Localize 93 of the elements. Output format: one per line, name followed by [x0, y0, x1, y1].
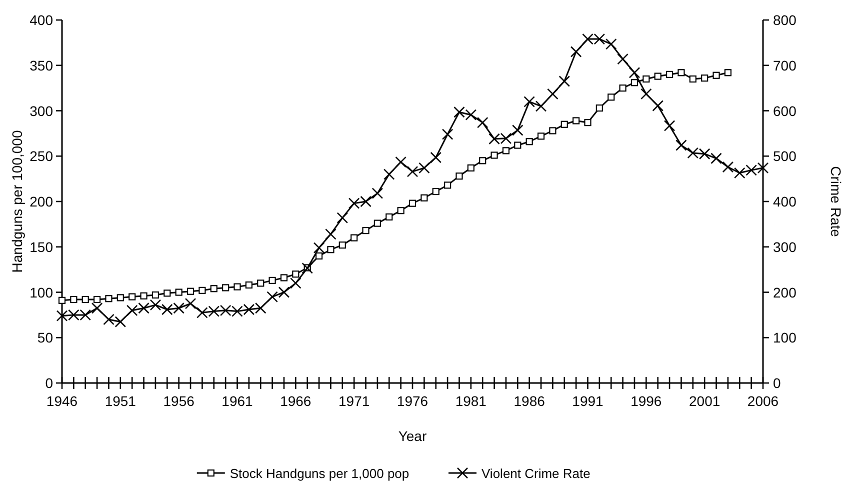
point — [268, 276, 276, 284]
x-tick-label: 1971 — [338, 393, 370, 409]
point — [210, 285, 218, 292]
point — [222, 284, 230, 292]
point — [105, 295, 112, 302]
point — [689, 75, 696, 83]
point — [152, 291, 160, 299]
point — [350, 234, 358, 242]
point — [116, 294, 124, 302]
y2-tick-label: 700 — [773, 57, 797, 74]
point — [608, 94, 615, 101]
point — [526, 138, 533, 146]
point — [630, 79, 638, 86]
point — [654, 72, 662, 80]
point — [82, 296, 89, 304]
point — [140, 292, 148, 300]
point — [58, 296, 66, 304]
y-tick-label: 50 — [37, 330, 54, 346]
x-tick-label: 1961 — [222, 393, 254, 409]
y-tick-label: 350 — [30, 57, 54, 74]
y2-tick-label: 500 — [773, 148, 797, 164]
point — [70, 296, 78, 304]
x-axis-title: Year — [398, 428, 427, 444]
point — [444, 182, 452, 189]
x-tick-label: 1976 — [396, 393, 428, 409]
point — [374, 220, 381, 227]
point — [234, 283, 241, 290]
x-tick-label: 1996 — [630, 393, 662, 409]
point — [315, 252, 323, 260]
x-tick-label: 2001 — [689, 393, 720, 409]
point — [456, 172, 463, 180]
x-tick-label: 1966 — [280, 393, 312, 409]
point — [186, 288, 194, 295]
y-tick-label: 200 — [30, 194, 54, 210]
y2-tick-label: 600 — [773, 102, 797, 119]
y-axis-title: Handguns per 100,000 — [9, 130, 25, 273]
y2-tick-label: 0 — [773, 375, 781, 391]
y2-tick-label: 200 — [773, 284, 797, 300]
point — [678, 69, 685, 76]
x-tick-label: 1946 — [46, 393, 78, 409]
point — [245, 281, 252, 289]
point — [537, 132, 545, 140]
point — [397, 207, 404, 214]
point — [701, 74, 708, 82]
x-tick-label: 1956 — [163, 393, 195, 409]
x-tick-label: 2006 — [747, 393, 779, 409]
point — [619, 84, 626, 92]
point — [94, 296, 101, 304]
point — [490, 152, 498, 159]
point — [642, 75, 650, 83]
point — [386, 213, 393, 220]
point — [724, 69, 732, 76]
y-tick-label: 100 — [30, 284, 54, 300]
point — [514, 142, 522, 149]
y2-tick-label: 800 — [773, 12, 797, 28]
point — [549, 127, 556, 134]
y-tick-label: 400 — [30, 12, 54, 28]
x-tick-label: 1986 — [514, 393, 546, 409]
point — [128, 293, 136, 300]
x-tick-label: 1951 — [104, 393, 136, 409]
point — [572, 117, 580, 124]
point — [712, 72, 720, 79]
legend-label: Stock Handguns per 1,000 pop — [230, 466, 410, 481]
point — [432, 188, 440, 196]
point — [467, 164, 474, 172]
point — [338, 242, 346, 249]
point — [502, 147, 510, 154]
x-tick-label: 1981 — [455, 393, 487, 409]
y2-axis-title: Crime Rate — [828, 166, 843, 238]
y-tick-label: 150 — [30, 238, 54, 255]
point — [362, 226, 370, 234]
point — [420, 194, 428, 202]
point — [175, 288, 182, 296]
y-tick-label: 250 — [30, 148, 54, 164]
point — [584, 119, 592, 126]
y-tick-label: 300 — [30, 102, 54, 119]
point — [257, 280, 264, 287]
y2-tick-label: 300 — [773, 238, 797, 255]
point — [596, 104, 603, 112]
y2-tick-label: 100 — [773, 330, 797, 346]
y-tick-label: 0 — [45, 375, 54, 391]
legend-label: Violent Crime Rate — [482, 466, 590, 481]
point — [327, 246, 334, 254]
point — [479, 157, 486, 164]
x-tick-label: 1991 — [572, 393, 604, 409]
point — [408, 200, 416, 207]
point — [280, 274, 288, 282]
point — [164, 290, 171, 297]
y2-tick-label: 400 — [773, 194, 797, 210]
point — [666, 70, 674, 78]
point — [560, 120, 568, 128]
point — [292, 270, 300, 278]
point — [198, 286, 206, 294]
